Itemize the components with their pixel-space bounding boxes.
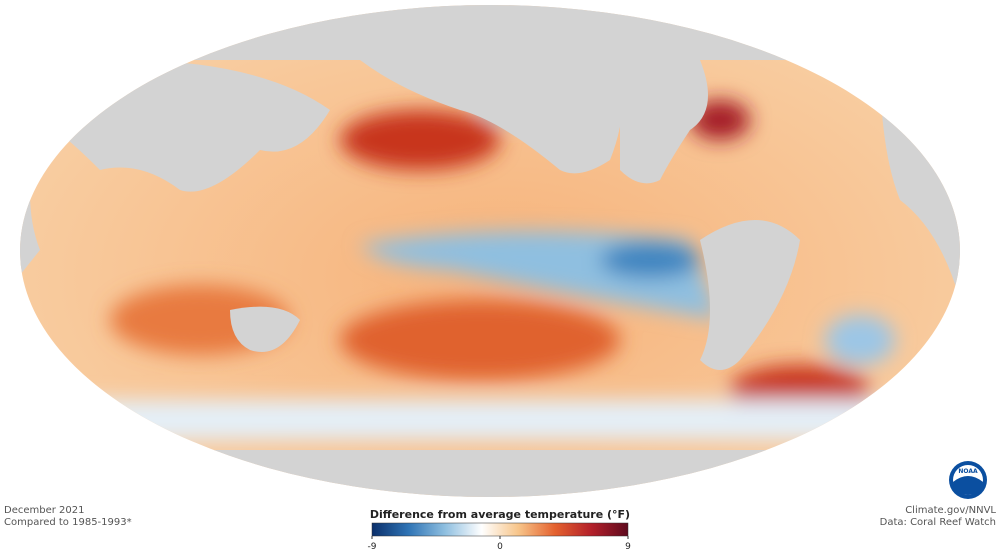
legend-title: Difference from average temperature (°F) bbox=[370, 508, 630, 521]
map-subtitle: Compared to 1985-1993* bbox=[4, 517, 132, 528]
map-title: December 2021 bbox=[4, 505, 84, 516]
source: Data: Coral Reef Watch bbox=[880, 517, 996, 528]
colorbar-tick-label: 0 bbox=[497, 542, 503, 552]
colorbar bbox=[371, 522, 629, 537]
noaa-logo: NOAA bbox=[949, 461, 987, 499]
logo-text: NOAA bbox=[958, 468, 978, 475]
colorbar-tick-label: -9 bbox=[368, 542, 377, 552]
credit: Climate.gov/NNVL bbox=[905, 505, 996, 516]
colorbar-tick-label: 9 bbox=[625, 542, 631, 552]
